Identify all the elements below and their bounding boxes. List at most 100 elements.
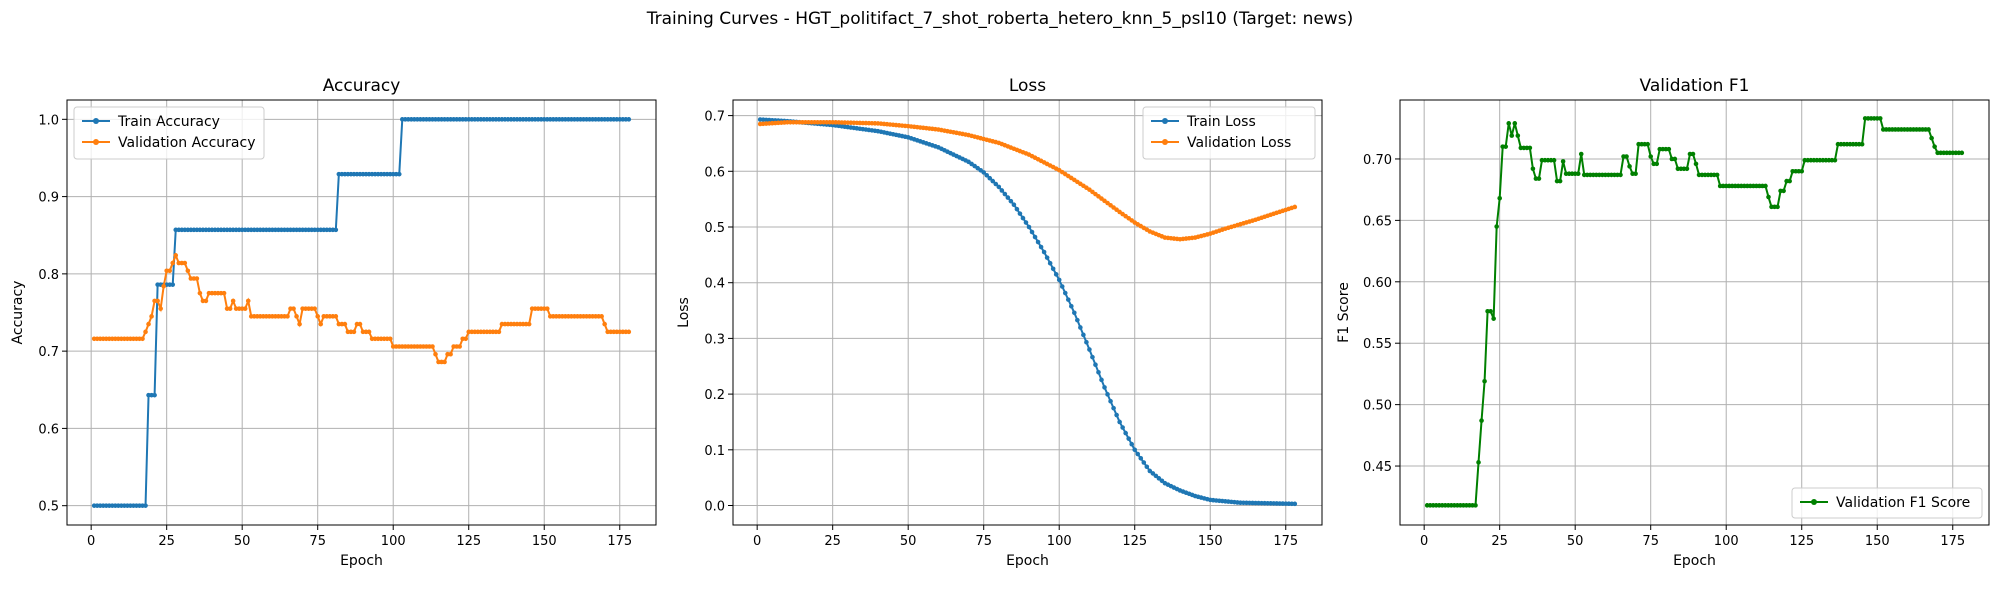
legend-marker [1162,118,1168,124]
legend-label: Train Accuracy [117,114,220,130]
data-point [146,321,151,327]
data-point [1002,191,1008,197]
data-point [1627,164,1632,169]
data-point [430,344,435,349]
data-point [158,306,163,311]
data-point [1056,277,1062,283]
x-tick-label: 25 [824,534,841,549]
data-point [1557,178,1563,184]
data-point [1120,425,1125,430]
x-tick-label: 125 [456,534,481,549]
x-tick-label: 75 [975,534,992,549]
data-point [1497,195,1502,201]
data-point [1536,176,1542,181]
data-point [1479,418,1484,423]
data-point [1515,133,1521,138]
legend-label: Validation Loss [1187,135,1291,151]
data-point [626,117,632,122]
data-point [230,298,236,304]
data-point [448,351,453,357]
data-point [1693,161,1699,167]
data-point [1624,154,1629,159]
x-tick-label: 75 [309,534,326,549]
series-markers-1 [757,119,1298,242]
data-point [1026,224,1032,230]
data-point [999,188,1005,193]
data-point [143,503,148,508]
data-point [1799,168,1805,174]
x-tick-label: 25 [1491,534,1508,549]
legend-marker [1811,499,1817,505]
data-point [312,306,317,311]
data-point [1530,166,1536,172]
data-point [1684,166,1690,172]
data-point [1926,127,1931,132]
x-tick-label: 50 [900,534,917,549]
data-point [526,321,532,327]
y-tick-label: 0.5 [704,221,725,236]
legend-marker [1162,139,1168,145]
legend-box [1142,106,1316,160]
data-point [221,290,227,296]
panel-title: Validation F1 [1640,76,1750,96]
y-tick-label: 0.3 [704,332,725,347]
y-tick-label: 0.55 [1363,337,1392,352]
data-point [1832,157,1838,163]
data-point [1008,198,1014,204]
legend-box [73,106,265,160]
data-point [318,321,324,327]
data-point [1618,172,1623,178]
data-point [1047,260,1053,266]
legend-label: Validation F1 Score [1836,495,1970,511]
data-point [1126,436,1131,441]
data-point [1005,195,1011,200]
data-point [1078,325,1083,330]
data-point [1141,460,1147,465]
x-tick-label: 25 [158,534,175,549]
data-point [981,170,986,175]
data-point [1032,234,1038,240]
data-point [1959,150,1965,156]
data-point [1041,249,1047,255]
data-point [1020,215,1026,221]
data-point [996,184,1002,190]
legend: Train Accuracy Validation Accuracy [73,106,265,160]
data-point [1114,412,1119,418]
data-point [1072,310,1077,316]
data-point [357,321,363,327]
data-point [1877,116,1883,121]
data-point [333,314,339,319]
data-point [1766,194,1771,200]
data-point [1029,229,1035,235]
y-tick-label: 0.7 [704,110,725,125]
data-point [1775,204,1780,210]
data-point [457,344,462,349]
data-point [1053,272,1059,277]
y-tick-label: 0.45 [1363,460,1392,475]
x-tick-label: 175 [607,534,632,549]
y-axis-label: Loss [676,297,692,328]
data-point [140,336,145,342]
data-point [1506,121,1512,126]
data-point [185,268,191,274]
y-tick-label: 0.6 [704,165,725,180]
data-point [1138,455,1144,461]
x-tick-label: 150 [1865,534,1890,549]
data-point [1859,141,1865,147]
data-point [1084,339,1089,345]
axes-frame [732,99,1323,526]
data-point [602,321,607,327]
data-point [1087,347,1092,352]
axes-frame [1399,99,1990,526]
data-point [1117,419,1122,425]
x-tick-label: 175 [1940,534,1965,549]
data-point [1017,211,1023,216]
data-point [1560,159,1566,164]
data-point [194,276,200,281]
x-tick-label: 0 [1420,534,1428,549]
x-tick-label: 75 [1642,534,1659,549]
x-tick-label: 150 [1198,534,1223,549]
data-point [1672,156,1678,162]
